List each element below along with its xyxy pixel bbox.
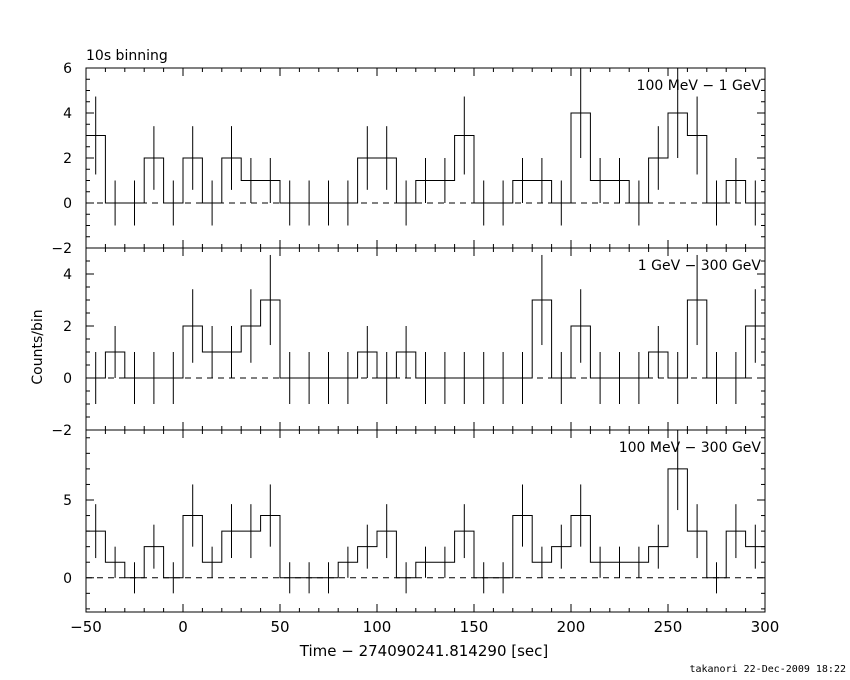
histogram-series bbox=[86, 468, 765, 579]
x-tick-label: 200 bbox=[557, 618, 586, 636]
x-tick-label: 250 bbox=[654, 618, 683, 636]
energy-band-label: 100 MeV − 300 GeV bbox=[619, 440, 762, 456]
y-tick-label: 0 bbox=[63, 571, 72, 587]
y-tick-label: 5 bbox=[63, 493, 72, 509]
energy-band-label: 1 GeV − 300 GeV bbox=[638, 258, 762, 274]
x-tick-label: 300 bbox=[751, 618, 780, 636]
footer-stamp: takanori 22-Dec-2009 18:22 bbox=[689, 664, 846, 675]
y-tick-label: −2 bbox=[51, 241, 72, 257]
x-tick-label: 0 bbox=[178, 618, 188, 636]
histogram-series bbox=[86, 299, 765, 379]
x-axis-label: Time − 274090241.814290 [sec] bbox=[299, 642, 549, 660]
panel-1: −2 0 2 4 6 100 MeV − 1 GeV bbox=[51, 61, 766, 257]
y-tick-label: 6 bbox=[63, 61, 72, 77]
y-axis-label: Counts/bin bbox=[30, 309, 46, 384]
x-tick-label: 100 bbox=[363, 618, 392, 636]
y-tick-label: 4 bbox=[63, 106, 72, 122]
y-tick-label: 4 bbox=[63, 267, 72, 283]
x-tick-label: 150 bbox=[460, 618, 489, 636]
x-tick-label: 50 bbox=[270, 618, 289, 636]
y-tick-label: 2 bbox=[63, 151, 72, 167]
y-tick-label: −2 bbox=[51, 423, 72, 439]
binning-label: 10s binning bbox=[86, 48, 168, 64]
energy-band-label: 100 MeV − 1 GeV bbox=[637, 78, 762, 94]
panel-2: −2 0 2 4 1 GeV − 300 GeV bbox=[51, 247, 766, 439]
panel-frame bbox=[85, 429, 766, 613]
y-tick-label: 2 bbox=[63, 319, 72, 335]
x-tick-label: −50 bbox=[70, 618, 102, 636]
y-tick-label: 0 bbox=[63, 196, 72, 212]
panel-3: 0 5 100 MeV − 300 GeV bbox=[63, 429, 766, 613]
panels-group: −2 0 2 4 6 100 MeV − 1 GeV −2 0 2 4 1 GeV − 300 Ge… bbox=[51, 61, 779, 636]
y-tick-label: 0 bbox=[63, 371, 72, 387]
